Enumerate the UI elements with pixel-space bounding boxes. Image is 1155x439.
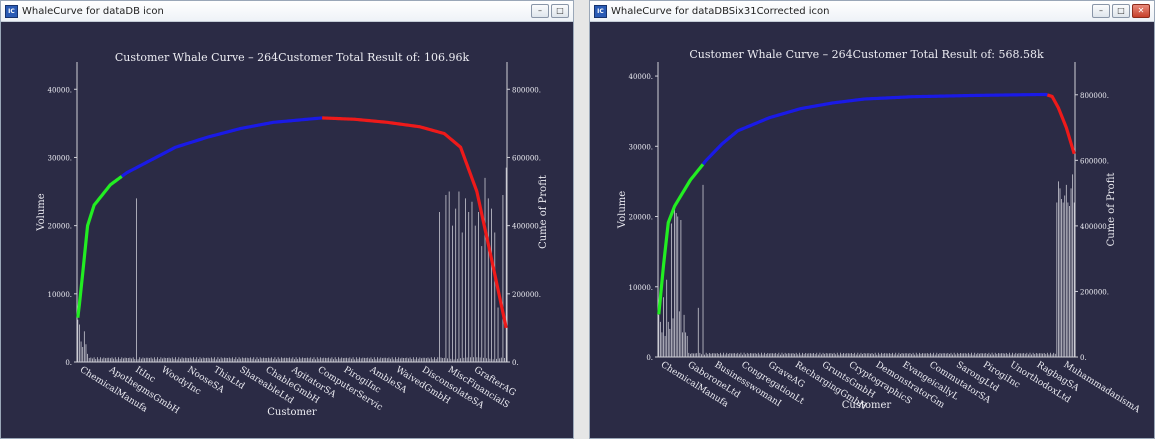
cumulative-profit-curve-segment xyxy=(701,92,1048,166)
y2-tick-label: 600000. xyxy=(512,154,541,162)
app-icon: IC xyxy=(594,4,607,18)
y2-tick-label: 0. xyxy=(1080,354,1087,362)
cumulative-profit-curve-segment xyxy=(76,175,123,318)
cumulative-profit-curve-segment xyxy=(657,163,705,315)
window-controls: – □ xyxy=(531,4,569,18)
y-axis-label: Volume xyxy=(617,191,628,229)
cumulative-profit-curve-segment xyxy=(322,116,508,329)
y-tick-label: 30000. xyxy=(629,143,654,151)
y-tick-label: 10000. xyxy=(48,291,73,299)
y2-tick-label: 200000. xyxy=(512,291,541,299)
y-tick-label: 40000. xyxy=(48,86,73,94)
cumulative-profit-curve-segment xyxy=(1046,93,1076,155)
window-titlebar[interactable]: IC WhaleCurve for dataDB icon – □ xyxy=(1,1,573,22)
window-title: WhaleCurve for dataDB icon xyxy=(22,5,164,17)
maximize-button[interactable]: □ xyxy=(1112,4,1130,18)
y2-axis-label: Cume of Profit xyxy=(1106,173,1117,247)
y2-tick-label: 600000. xyxy=(1080,157,1109,165)
y-tick-label: 40000. xyxy=(629,73,654,81)
y-tick-label: 0. xyxy=(65,359,72,367)
y-tick-label: 20000. xyxy=(629,214,654,222)
y2-tick-label: 200000. xyxy=(1080,288,1109,296)
window-titlebar[interactable]: IC WhaleCurve for dataDBSix31Corrected i… xyxy=(590,1,1154,22)
y-tick-label: 30000. xyxy=(48,154,73,162)
close-button[interactable]: ✕ xyxy=(1132,4,1150,18)
window-title: WhaleCurve for dataDBSix31Corrected icon xyxy=(611,5,830,17)
x-axis-label: Customer xyxy=(842,400,892,411)
y-tick-label: 10000. xyxy=(629,284,654,292)
y2-tick-label: 0. xyxy=(512,359,519,367)
y-tick-label: 0. xyxy=(646,354,653,362)
y2-tick-label: 400000. xyxy=(1080,223,1109,231)
y-axis-label: Volume xyxy=(36,193,47,231)
minimize-button[interactable]: – xyxy=(531,4,549,18)
whale-curve-chart: Customer Whale Curve – 264Customer Total… xyxy=(617,48,1142,415)
chart-title: Customer Whale Curve – 264Customer Total… xyxy=(689,48,1044,61)
y2-axis-label: Cume of Profit xyxy=(538,175,549,249)
chart-title: Customer Whale Curve – 264Customer Total… xyxy=(115,51,470,64)
maximize-button[interactable]: □ xyxy=(551,4,569,18)
whale-curve-window-1: IC WhaleCurve for dataDB icon – □ Custom… xyxy=(0,0,574,439)
app-icon: IC xyxy=(5,4,18,18)
window-controls: – □ ✕ xyxy=(1092,4,1150,18)
y-tick-label: 20000. xyxy=(48,223,73,231)
y2-tick-label: 800000. xyxy=(1080,92,1109,100)
cumulative-profit-curve-segment xyxy=(120,116,323,178)
whale-curve-window-2: IC WhaleCurve for dataDBSix31Corrected i… xyxy=(589,0,1155,439)
whale-curve-chart: Customer Whale Curve – 264Customer Total… xyxy=(36,51,549,418)
x-axis-label: Customer xyxy=(267,407,317,418)
y2-tick-label: 800000. xyxy=(512,86,541,94)
minimize-button[interactable]: – xyxy=(1092,4,1110,18)
y2-tick-label: 400000. xyxy=(512,223,541,231)
